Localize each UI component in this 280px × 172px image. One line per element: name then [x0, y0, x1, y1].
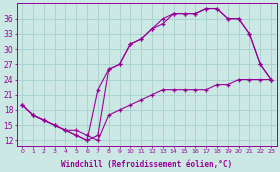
X-axis label: Windchill (Refroidissement éolien,°C): Windchill (Refroidissement éolien,°C) — [61, 159, 232, 169]
